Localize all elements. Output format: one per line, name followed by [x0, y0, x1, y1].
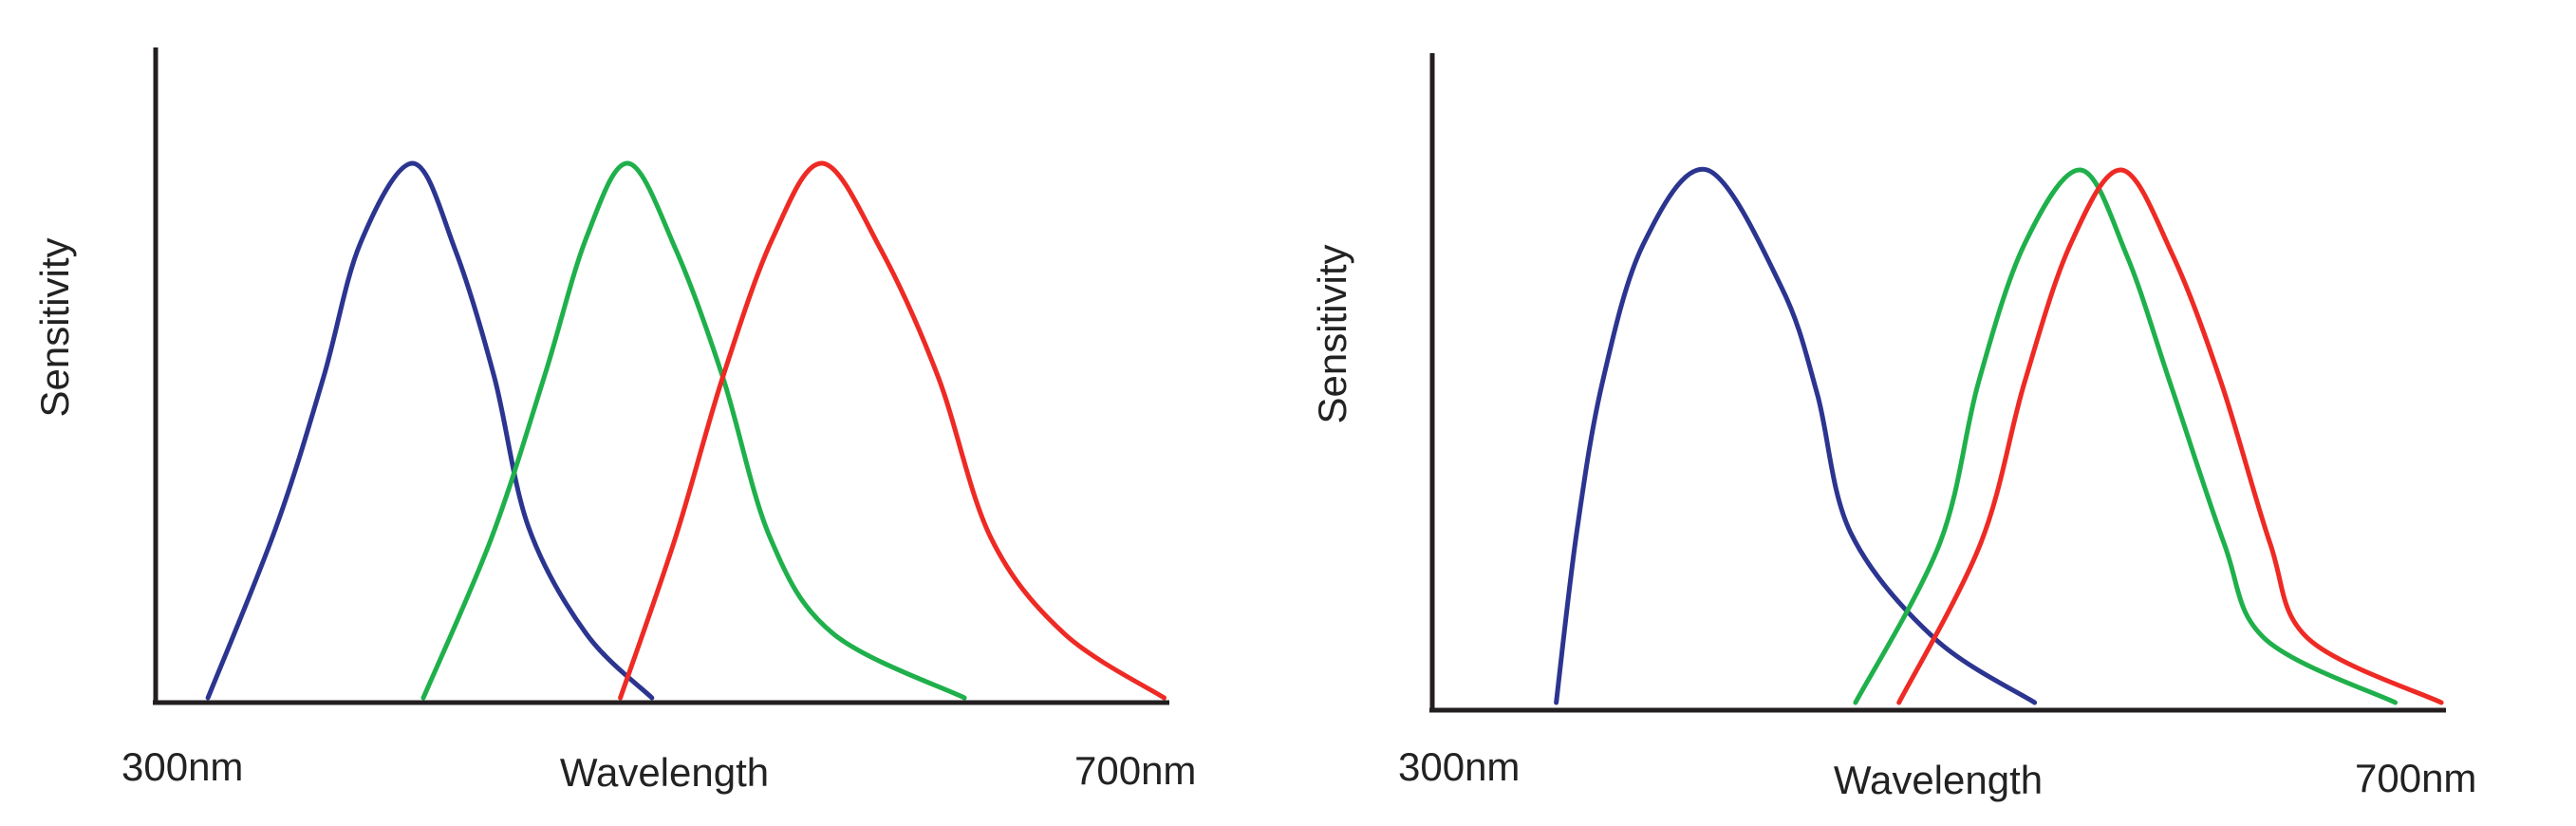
y-axis-label: Sensitivity: [1310, 244, 1354, 423]
chart-right: Sensitivity Wavelength 300nm 700nm: [1288, 0, 2576, 826]
y-axis-label: Sensitivity: [32, 237, 77, 417]
series-layer: [1554, 166, 2444, 705]
l-cone-curve: [618, 160, 1167, 701]
chart-left-plot: Sensitivity Wavelength 300nm 700nm: [32, 47, 1196, 795]
x-axis-label: Wavelength: [560, 750, 769, 795]
s-cone-curve: [1554, 166, 2038, 705]
x-tick-label-min: 300nm: [121, 744, 243, 789]
m-cone-curve: [420, 160, 967, 701]
series-layer: [205, 160, 1167, 701]
l-cone-curve: [1896, 167, 2444, 705]
x-axis-label: Wavelength: [1834, 758, 2043, 802]
x-tick-label-min: 300nm: [1398, 744, 1520, 789]
x-tick-label-max: 700nm: [1074, 748, 1196, 793]
chart-right-plot: Sensitivity Wavelength 300nm 700nm: [1310, 53, 2476, 802]
m-cone-curve: [1853, 167, 2399, 705]
chart-left: Sensitivity Wavelength 300nm 700nm: [32, 47, 1196, 795]
x-tick-label-max: 700nm: [2355, 756, 2476, 800]
s-cone-curve: [205, 160, 655, 701]
